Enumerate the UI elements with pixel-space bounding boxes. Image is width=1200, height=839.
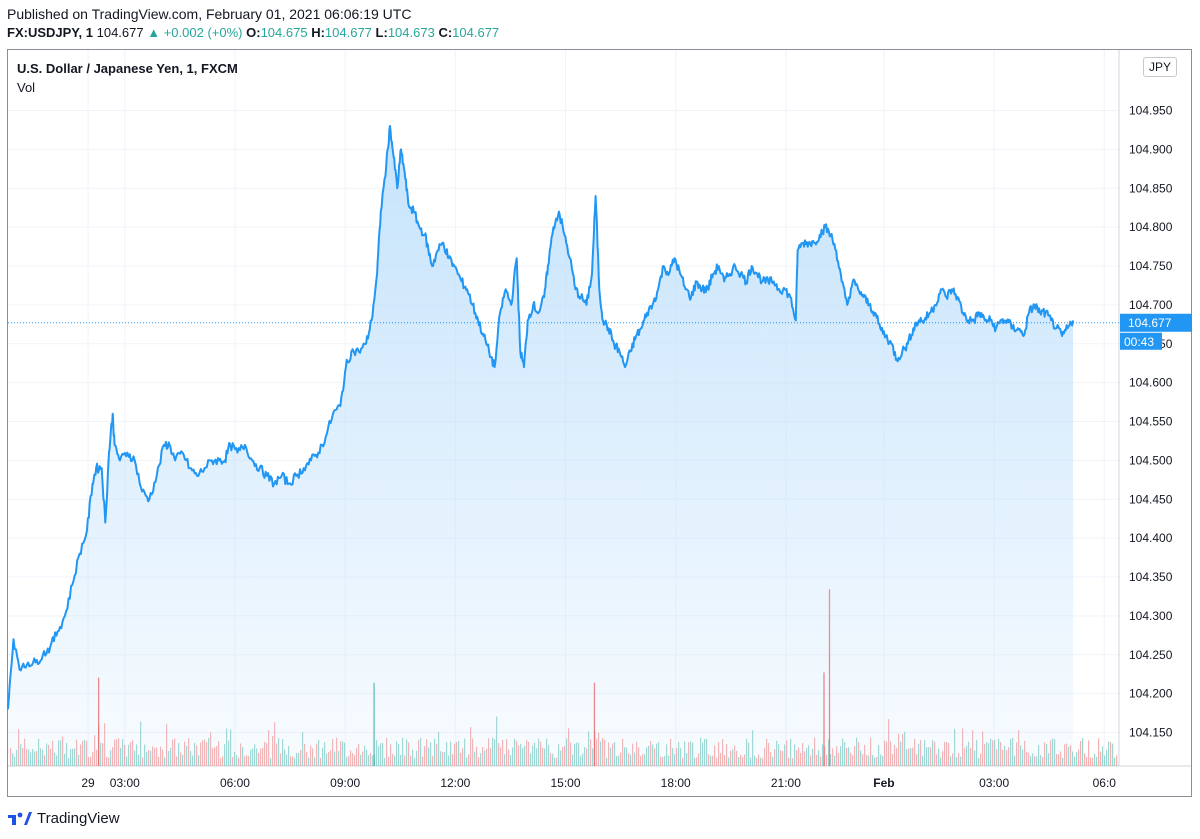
volume-bar — [1078, 750, 1079, 766]
y-tick-label: 104.450 — [1129, 492, 1173, 506]
x-tick-label: 18:00 — [661, 776, 691, 790]
y-tick-label: 104.700 — [1129, 298, 1173, 312]
price-badge: 104.677 — [1128, 316, 1172, 330]
y-tick-label: 104.600 — [1129, 376, 1173, 390]
y-tick-label: 104.250 — [1129, 648, 1173, 662]
x-tick-label: 21:00 — [771, 776, 801, 790]
x-tick-label: 09:00 — [330, 776, 360, 790]
y-tick-label: 104.500 — [1129, 453, 1173, 467]
countdown-badge: 00:43 — [1124, 335, 1154, 349]
y-tick-label: 104.300 — [1129, 609, 1173, 623]
volume-bar — [1080, 741, 1081, 766]
volume-bar — [1092, 758, 1093, 766]
x-tick-label: 12:00 — [440, 776, 470, 790]
x-tick-label: 03:00 — [110, 776, 140, 790]
volume-bar — [1086, 757, 1087, 766]
volume-bar — [1098, 738, 1099, 766]
y-tick-label: 104.200 — [1129, 687, 1173, 701]
legend-title: U.S. Dollar / Japanese Yen, 1, FXCM — [17, 61, 238, 76]
brand-name: TradingView — [37, 810, 120, 827]
y-tick-label: 104.550 — [1129, 415, 1173, 429]
volume-bar — [1096, 757, 1097, 766]
x-tick-label: 06:0 — [1093, 776, 1117, 790]
x-tick-label: 06:00 — [220, 776, 250, 790]
volume-bar — [1082, 738, 1083, 766]
brand[interactable]: TradingView — [7, 809, 120, 827]
volume-bar — [1102, 746, 1103, 766]
y-tick-label: 104.350 — [1129, 570, 1173, 584]
currency-badge[interactable]: JPY — [1143, 57, 1177, 77]
y-tick-label: 104.150 — [1129, 726, 1173, 740]
volume-bar — [1090, 757, 1091, 766]
volume-bar — [1106, 750, 1107, 766]
volume-bar — [1114, 758, 1115, 766]
volume-bar — [1112, 744, 1113, 766]
tradingview-logo-icon — [7, 809, 33, 827]
y-tick-label: 104.800 — [1129, 220, 1173, 234]
y-tick-label: 104.950 — [1129, 104, 1173, 118]
y-tick-label: 104.750 — [1129, 259, 1173, 273]
x-tick-label: 03:00 — [979, 776, 1009, 790]
volume-bar — [1110, 742, 1111, 766]
x-tick-label: 15:00 — [551, 776, 581, 790]
y-tick-label: 104.900 — [1129, 142, 1173, 156]
volume-bar — [1076, 752, 1077, 766]
volume-bar — [1116, 755, 1117, 766]
x-tick-label: Feb — [873, 776, 894, 790]
volume-bar — [1108, 741, 1109, 766]
x-tick-label: 29 — [81, 776, 95, 790]
legend-vol: Vol — [17, 80, 35, 95]
volume-bar — [1074, 757, 1075, 766]
volume-bar — [1084, 753, 1085, 766]
volume-bar — [1094, 754, 1095, 766]
y-tick-label: 104.400 — [1129, 531, 1173, 545]
y-tick-label: 104.850 — [1129, 181, 1173, 195]
volume-bar — [1104, 756, 1105, 766]
volume-bar — [1088, 740, 1089, 766]
volume-bar — [1100, 752, 1101, 766]
